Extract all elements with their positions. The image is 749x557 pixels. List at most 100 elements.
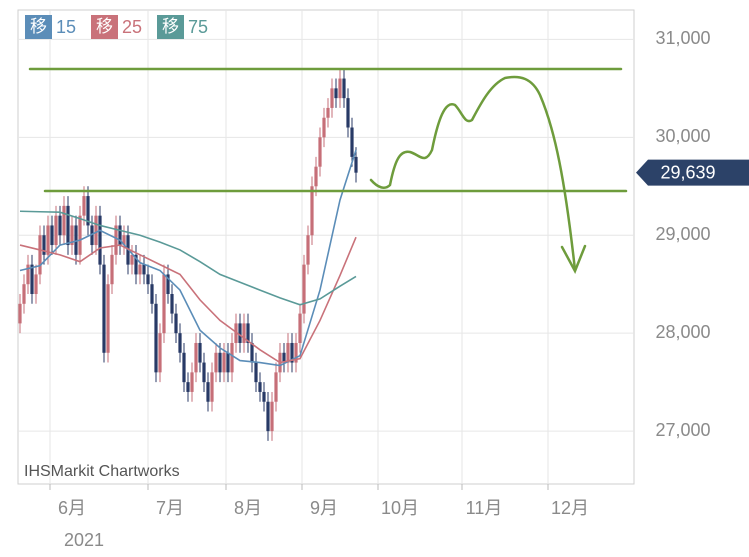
candle-body (258, 382, 262, 392)
candle-body (286, 342, 290, 363)
candle-body (306, 235, 310, 265)
candle-body (218, 352, 222, 373)
candle-body (106, 284, 110, 353)
legend-label: 15 (56, 17, 76, 37)
moving-average-line (19, 149, 357, 367)
candle-body (146, 274, 150, 285)
candle-body (134, 254, 138, 275)
candle-body (214, 352, 218, 373)
candle-body (98, 215, 102, 265)
candle-body (70, 225, 74, 246)
candle-body (190, 372, 194, 392)
forecast-curve (369, 75, 577, 272)
candle-body (86, 196, 90, 226)
legend-label: 25 (122, 17, 142, 37)
candle-body (34, 274, 38, 295)
forecast-arrowhead (560, 244, 587, 274)
x-tick-label: 7月 (156, 498, 184, 518)
candle-body (206, 382, 210, 402)
candle-body (150, 284, 154, 304)
candle-body (350, 127, 354, 157)
x-tick-label: 6月 (58, 498, 86, 518)
candle-body (30, 264, 34, 295)
candle-body (238, 323, 242, 343)
candle-body (166, 274, 170, 295)
legend-marker: 移 (96, 17, 113, 36)
candle-body (66, 205, 70, 246)
candle-body (254, 362, 258, 383)
candle-body (162, 274, 166, 334)
last-price-label: 29,639 (660, 162, 715, 182)
candle-body (298, 313, 302, 343)
candle-body (194, 342, 198, 373)
candle-body (270, 401, 274, 432)
candle-body (174, 313, 178, 334)
candle-body (230, 342, 234, 373)
moving-average-line (19, 236, 357, 364)
y-tick-label: 29,000 (655, 224, 710, 244)
candle-body (250, 342, 254, 363)
legend-marker: 移 (162, 17, 179, 36)
candle-body (226, 352, 230, 373)
candle-body (42, 235, 46, 255)
candle-body (22, 284, 26, 304)
plot-frame (17, 9, 635, 485)
candle-body (274, 372, 278, 402)
moving-average-line (19, 210, 357, 306)
legend: 移 15 移 25 移 75 (25, 15, 208, 39)
y-tick-label: 27,000 (655, 420, 710, 440)
candle-body (318, 137, 322, 167)
candle-body (326, 107, 330, 118)
legend-swatch (25, 15, 52, 39)
legend-marker: 移 (30, 17, 47, 36)
year-label: 2021 (64, 530, 104, 550)
candle-body (78, 215, 82, 255)
y-tick-label: 28,000 (655, 322, 710, 342)
candle-body (302, 264, 306, 314)
legend-swatch (91, 15, 118, 39)
candle-body (54, 215, 58, 246)
candle-body (282, 352, 286, 363)
candle-body (94, 215, 98, 246)
candle-body (158, 333, 162, 373)
last-price-tag (636, 159, 749, 186)
x-tick-label: 8月 (234, 498, 262, 518)
candle-body (182, 352, 186, 383)
candle-body (138, 264, 142, 275)
candle-body (246, 323, 250, 343)
candle-body (338, 78, 342, 99)
candle-body (334, 88, 338, 99)
candle-body (26, 264, 30, 285)
candle-body (62, 205, 66, 236)
candle-body (346, 98, 350, 128)
x-tick-label: 12月 (551, 498, 589, 518)
candle-body (58, 215, 62, 236)
x-tick-label: 9月 (310, 498, 338, 518)
marks (18, 68, 358, 441)
candle-body (354, 156, 358, 173)
watermark: IHSMarkit Chartworks (24, 463, 180, 480)
candle-body (130, 254, 134, 265)
candle-body (342, 78, 346, 99)
candle-body (82, 196, 86, 216)
candle-body (242, 323, 246, 343)
candle-body (198, 342, 202, 363)
candle-body (38, 235, 42, 275)
x-tick-label: 11月 (466, 498, 503, 518)
grid (18, 10, 634, 484)
candle-body (122, 235, 126, 246)
candle-body (18, 303, 22, 324)
annotations (28, 67, 628, 274)
candle-body (90, 225, 94, 246)
candle-body (202, 362, 206, 383)
legend-swatch (157, 15, 184, 39)
candle-body (154, 303, 158, 373)
candle-body (294, 342, 298, 363)
y-tick-label: 30,000 (655, 126, 710, 146)
candle-body (110, 254, 114, 285)
candle-body (310, 186, 314, 236)
candle-body (178, 333, 182, 353)
candle-body (46, 225, 50, 255)
